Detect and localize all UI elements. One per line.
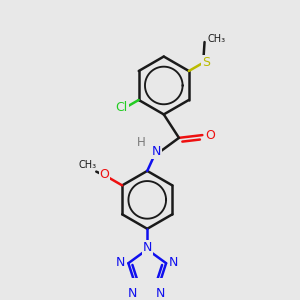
Text: N: N xyxy=(116,256,125,269)
Text: H: H xyxy=(137,136,146,149)
Text: N: N xyxy=(128,286,137,300)
Text: N: N xyxy=(169,256,178,268)
Text: N: N xyxy=(152,145,161,158)
Text: N: N xyxy=(142,241,152,254)
Text: CH₃: CH₃ xyxy=(79,160,97,170)
Text: O: O xyxy=(100,168,110,182)
Text: S: S xyxy=(202,56,211,69)
Text: Cl: Cl xyxy=(115,101,128,114)
Text: O: O xyxy=(205,129,215,142)
Text: CH₃: CH₃ xyxy=(208,34,226,44)
Text: N: N xyxy=(156,286,165,300)
Text: N: N xyxy=(116,256,125,268)
